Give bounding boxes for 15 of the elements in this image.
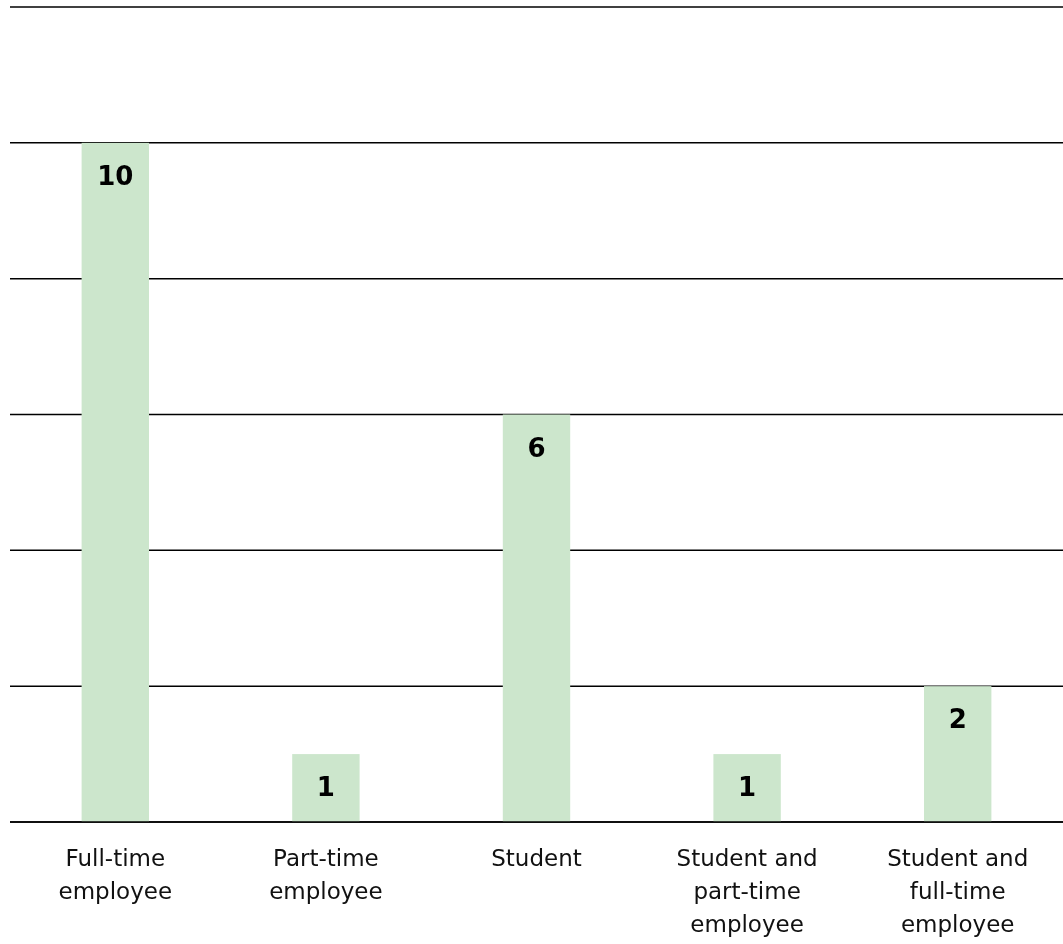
bar: [713, 754, 781, 822]
data-label: 6: [527, 432, 546, 463]
bar: [924, 686, 992, 822]
bar: [81, 142, 149, 822]
data-label: 2: [948, 704, 967, 735]
data-label: 1: [738, 772, 757, 803]
x-tick-label: Full-time employee: [58, 845, 173, 904]
data-label: 1: [316, 772, 335, 803]
bar: [292, 754, 360, 822]
x-tick-label: Student and part-time employee: [676, 845, 818, 937]
x-tick-label: Student: [491, 845, 582, 871]
x-tick-label: Part-time employee: [269, 845, 383, 904]
x-tick-label: Student and full-time employee: [887, 845, 1029, 937]
bar: [502, 414, 571, 822]
data-label: 10: [97, 160, 134, 191]
